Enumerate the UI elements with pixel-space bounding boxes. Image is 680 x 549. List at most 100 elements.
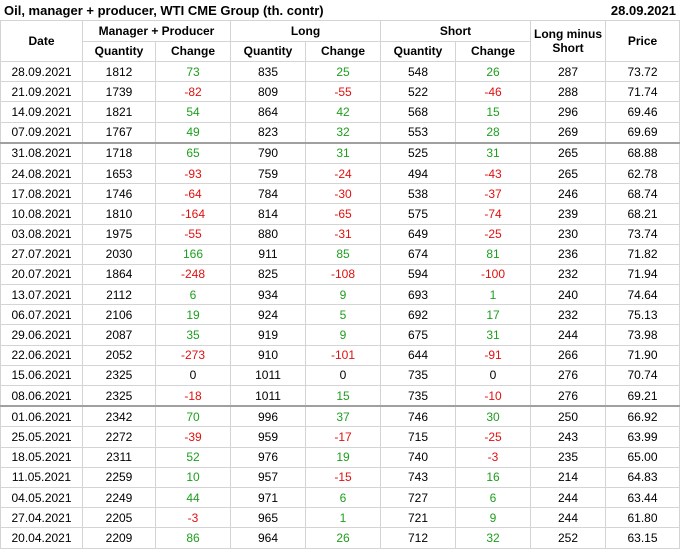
value-cell: 66.92: [605, 405, 680, 428]
value-cell: 0: [455, 364, 532, 387]
header-cell: Manager + Producer: [82, 20, 231, 42]
value-cell: 244: [530, 507, 607, 529]
value-cell: 17: [455, 304, 532, 326]
header-cell: Date: [0, 20, 83, 62]
value-cell: 25: [304, 60, 382, 83]
value-cell: 86: [155, 527, 231, 549]
value-cell: 232: [530, 304, 607, 326]
value-cell: 71.74: [605, 81, 680, 103]
value-cell: 10: [155, 466, 231, 488]
value-cell: 735: [380, 385, 457, 407]
cot-table: Date Manager + Producer Long Short Long …: [0, 20, 680, 549]
value-cell: 548: [380, 60, 457, 83]
value-cell: 568: [380, 101, 457, 123]
value-cell: 54: [155, 101, 231, 123]
value-cell: -24: [304, 162, 382, 185]
header-cell: Long minus Short: [530, 20, 607, 62]
date-cell: 24.08.2021: [0, 162, 83, 185]
data-row: 01.06.2021 2342 70 996 37 746 30 250 66.92: [0, 405, 680, 428]
value-cell: -93: [155, 162, 231, 185]
date-cell: 01.06.2021: [0, 405, 83, 428]
value-cell: 6: [455, 486, 532, 509]
date-cell: 27.04.2021: [0, 507, 83, 529]
value-cell: 68.21: [605, 203, 680, 225]
header-cell: Change: [155, 40, 231, 62]
value-cell: 2112: [82, 284, 156, 306]
data-row: 28.09.2021 1812 73 835 25 548 26 287 73.72: [0, 60, 680, 83]
value-cell: 964: [230, 527, 306, 549]
value-cell: 1011: [230, 364, 306, 387]
data-row: 20.04.2021 2209 86 964 26 712 32 252 63.15: [0, 527, 680, 549]
value-cell: 296: [530, 101, 607, 123]
value-cell: 32: [304, 121, 382, 144]
value-cell: 287: [530, 60, 607, 83]
value-cell: 81: [455, 243, 532, 265]
data-row: 20.07.2021 1864 -248 825 -108 594 -100 232 71.94: [0, 263, 680, 286]
value-cell: 1718: [82, 141, 156, 164]
value-cell: -31: [304, 223, 382, 245]
data-row: 11.05.2021 2259 10 957 -15 743 16 214 64.83: [0, 466, 680, 488]
value-cell: 1011: [230, 385, 306, 407]
value-cell: 32: [455, 527, 532, 549]
date-cell: 29.06.2021: [0, 324, 83, 346]
value-cell: 65.00: [605, 446, 680, 468]
value-cell: 864: [230, 101, 306, 123]
value-cell: 525: [380, 141, 457, 164]
title-bar: Oil, manager + producer, WTI CME Group (…: [0, 0, 680, 20]
value-cell: 266: [530, 344, 607, 366]
value-cell: 814: [230, 203, 306, 225]
date-cell: 20.04.2021: [0, 527, 83, 549]
value-cell: 2052: [82, 344, 156, 366]
value-cell: 69.46: [605, 101, 680, 123]
value-cell: 16: [455, 466, 532, 488]
date-cell: 18.05.2021: [0, 446, 83, 468]
value-cell: -74: [455, 203, 532, 225]
value-cell: 1: [304, 507, 382, 529]
value-cell: 70.74: [605, 364, 680, 387]
value-cell: 6: [304, 486, 382, 509]
value-cell: 31: [304, 141, 382, 164]
value-cell: 265: [530, 162, 607, 185]
value-cell: 63.15: [605, 527, 680, 549]
value-cell: 976: [230, 446, 306, 468]
data-row: 29.06.2021 2087 35 919 9 675 31 244 73.98: [0, 324, 680, 346]
value-cell: 996: [230, 405, 306, 428]
data-row: 27.07.2021 2030 166 911 85 674 81 236 71.82: [0, 243, 680, 265]
value-cell: -18: [155, 385, 231, 407]
data-row: 04.05.2021 2249 44 971 6 727 6 244 63.44: [0, 486, 680, 509]
value-cell: 692: [380, 304, 457, 326]
date-cell: 06.07.2021: [0, 304, 83, 326]
value-cell: 1812: [82, 60, 156, 83]
value-cell: -43: [455, 162, 532, 185]
date-cell: 27.07.2021: [0, 243, 83, 265]
value-cell: 835: [230, 60, 306, 83]
value-cell: -248: [155, 263, 231, 286]
report-date: 28.09.2021: [610, 2, 676, 18]
value-cell: 674: [380, 243, 457, 265]
title: Oil, manager + producer, WTI CME Group (…: [4, 2, 324, 18]
value-cell: 71.82: [605, 243, 680, 265]
value-cell: 64.83: [605, 466, 680, 488]
value-cell: 73.74: [605, 223, 680, 245]
value-cell: -273: [155, 344, 231, 366]
value-cell: 911: [230, 243, 306, 265]
value-cell: 1739: [82, 81, 156, 103]
value-cell: 9: [304, 284, 382, 306]
value-cell: 971: [230, 486, 306, 509]
header-row: Date Manager + Producer Long Short Long …: [0, 20, 680, 62]
data-row: 24.08.2021 1653 -93 759 -24 494 -43 265 62.78: [0, 162, 680, 185]
data-row: 13.07.2021 2112 6 934 9 693 1 240 74.64: [0, 284, 680, 306]
value-cell: 721: [380, 507, 457, 529]
data-row: 27.04.2021 2205 -3 965 1 721 9 244 61.80: [0, 507, 680, 529]
value-cell: 276: [530, 385, 607, 407]
date-cell: 28.09.2021: [0, 60, 83, 83]
value-cell: 73.72: [605, 60, 680, 83]
value-cell: 71.90: [605, 344, 680, 366]
value-cell: 69.21: [605, 385, 680, 407]
value-cell: 746: [380, 405, 457, 428]
value-cell: 784: [230, 183, 306, 205]
value-cell: 6: [155, 284, 231, 306]
value-cell: 52: [155, 446, 231, 468]
value-cell: 61.80: [605, 507, 680, 529]
value-cell: 924: [230, 304, 306, 326]
